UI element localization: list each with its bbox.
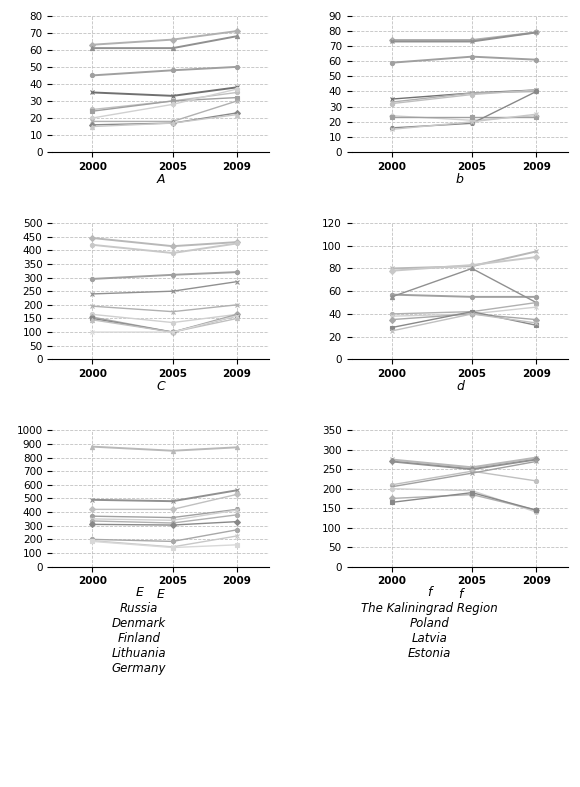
X-axis label: d: d: [456, 380, 464, 394]
X-axis label: f: f: [458, 588, 462, 600]
Text: Russia
Denmark
Finland
Lithuania
Germany: Russia Denmark Finland Lithuania Germany: [112, 602, 166, 675]
X-axis label: C: C: [156, 380, 165, 394]
X-axis label: A: A: [157, 173, 165, 187]
Text: E: E: [135, 586, 143, 600]
Text: f: f: [427, 586, 432, 600]
X-axis label: E: E: [157, 588, 165, 600]
X-axis label: b: b: [456, 173, 464, 187]
Text: The Kaliningrad Region
Poland
Latvia
Estonia: The Kaliningrad Region Poland Latvia Est…: [361, 602, 498, 660]
